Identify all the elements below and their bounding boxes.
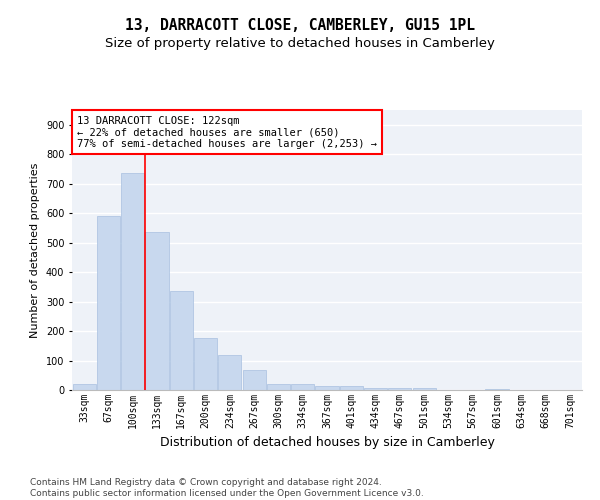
Bar xyxy=(73,384,95,390)
X-axis label: Distribution of detached houses by size in Camberley: Distribution of detached houses by size … xyxy=(160,436,494,450)
Bar xyxy=(145,232,169,390)
Bar xyxy=(267,384,290,390)
Bar xyxy=(97,216,120,390)
Bar xyxy=(340,386,363,390)
Text: Contains HM Land Registry data © Crown copyright and database right 2024.
Contai: Contains HM Land Registry data © Crown c… xyxy=(30,478,424,498)
Y-axis label: Number of detached properties: Number of detached properties xyxy=(31,162,40,338)
Bar xyxy=(121,174,144,390)
Bar xyxy=(413,388,436,390)
Bar xyxy=(364,388,387,390)
Bar xyxy=(485,388,509,390)
Bar xyxy=(242,370,266,390)
Bar xyxy=(194,338,217,390)
Bar xyxy=(316,386,338,390)
Bar xyxy=(388,388,412,390)
Text: 13, DARRACOTT CLOSE, CAMBERLEY, GU15 1PL: 13, DARRACOTT CLOSE, CAMBERLEY, GU15 1PL xyxy=(125,18,475,32)
Bar xyxy=(291,384,314,390)
Bar xyxy=(218,355,241,390)
Text: Size of property relative to detached houses in Camberley: Size of property relative to detached ho… xyxy=(105,38,495,51)
Text: 13 DARRACOTT CLOSE: 122sqm
← 22% of detached houses are smaller (650)
77% of sem: 13 DARRACOTT CLOSE: 122sqm ← 22% of deta… xyxy=(77,116,377,149)
Bar xyxy=(170,292,193,390)
